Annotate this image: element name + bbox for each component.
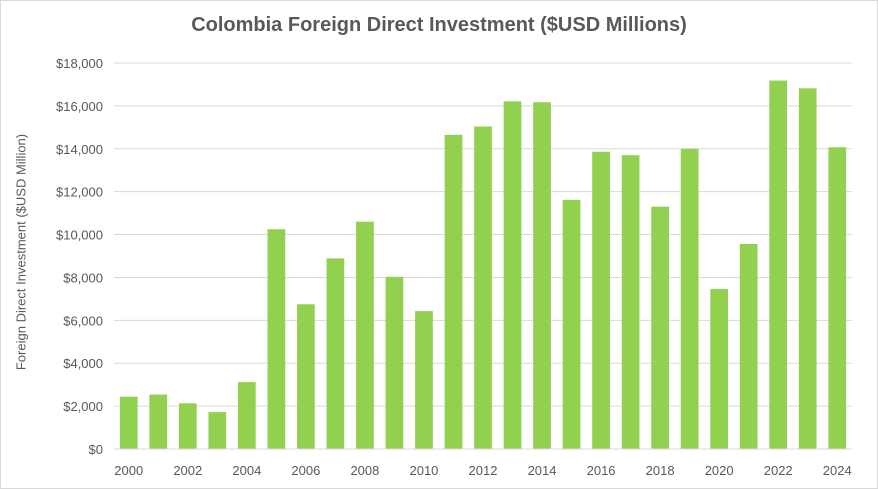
bar-2010	[415, 311, 433, 449]
y-tick-label: $16,000	[56, 99, 103, 114]
x-tick-label: 2020	[705, 463, 734, 478]
bar-2024	[828, 147, 847, 449]
y-tick-label: $14,000	[56, 142, 103, 157]
x-tick-label: 2000	[114, 463, 143, 478]
x-tick-label: 2024	[823, 463, 852, 478]
bar-2006	[297, 304, 315, 449]
x-tick-label: 2022	[764, 463, 793, 478]
x-tick-label: 2018	[646, 463, 675, 478]
y-axis-ticks: $0 $2,000 $4,000 $6,000 $8,000 $10,000 $12,000…	[56, 56, 103, 457]
bar-2001	[149, 394, 168, 449]
x-tick-label: 2010	[409, 463, 438, 478]
x-tick-label: 2014	[528, 463, 557, 478]
chart-title: Colombia Foreign Direct Investment ($USD…	[191, 14, 687, 36]
bar-2004	[237, 382, 256, 449]
bar-2012	[474, 126, 492, 449]
bar-2005	[267, 229, 286, 449]
y-tick-label: $8,000	[63, 270, 103, 285]
bars	[119, 80, 847, 450]
bar-2007	[326, 258, 345, 449]
bar-2021	[739, 243, 758, 449]
bar-2014	[533, 102, 551, 449]
bar-2016	[592, 151, 610, 449]
bar-2017	[621, 155, 640, 449]
bar-2019	[680, 148, 699, 449]
bar-2018	[651, 206, 669, 449]
bar-2023	[798, 88, 817, 449]
x-axis-ticks: 2000 2002 2004 2006 2008 2010 2012 2014 2016 2018…	[114, 448, 852, 478]
bar-2020	[710, 289, 729, 449]
bar-2008	[356, 221, 374, 449]
y-tick-label: $12,000	[56, 185, 103, 200]
y-tick-label: $6,000	[63, 313, 103, 328]
x-tick-label: 2012	[469, 463, 498, 478]
bar-2009	[385, 276, 404, 449]
y-tick-label: $4,000	[63, 356, 103, 371]
y-tick-label: $2,000	[63, 399, 103, 414]
x-tick-label: 2002	[173, 463, 202, 478]
bar-2022	[769, 80, 788, 449]
bar-2015	[562, 199, 581, 449]
x-tick-label: 2004	[232, 463, 261, 478]
y-tick-label: $0	[89, 442, 103, 457]
bar-2011	[444, 134, 463, 450]
x-tick-label: 2016	[587, 463, 616, 478]
bar-2013	[503, 101, 522, 449]
bar-2000	[119, 396, 138, 449]
x-tick-label: 2006	[291, 463, 320, 478]
bar-2003	[208, 412, 227, 449]
y-tick-label: $10,000	[56, 228, 103, 243]
bar-2002	[178, 403, 197, 449]
y-tick-label: $18,000	[56, 56, 103, 71]
x-tick-label: 2008	[350, 463, 379, 478]
